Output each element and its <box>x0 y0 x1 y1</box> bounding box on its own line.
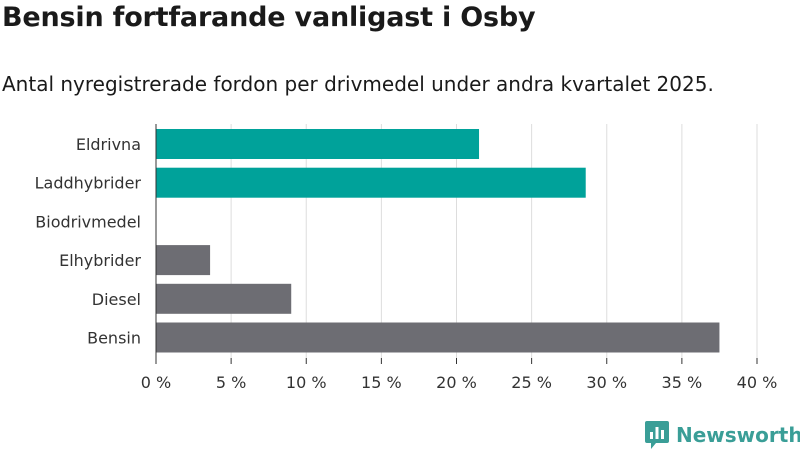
newsworthy-logo: Newsworthy <box>644 420 800 450</box>
x-tick-label: 15 % <box>361 373 402 392</box>
bars <box>156 129 720 353</box>
bar-diesel <box>156 283 292 314</box>
category-label: Biodrivmedel <box>35 212 141 231</box>
x-tick-label: 0 % <box>141 373 171 392</box>
newsworthy-logo-icon <box>645 421 669 449</box>
category-label: Eldrivna <box>76 135 141 154</box>
x-tick-label: 25 % <box>511 373 552 392</box>
bar-eldrivna <box>156 129 480 159</box>
x-tick-label: 35 % <box>662 373 703 392</box>
bar-laddhybrider <box>156 167 586 198</box>
bar-elhybrider <box>156 245 211 276</box>
x-axis: 0 % 5 % 10 % 15 % 20 % 25 % 30 % 35 % 40 % <box>141 124 778 392</box>
x-tick-label: 30 % <box>586 373 627 392</box>
newsworthy-logo-text: Newsworthy <box>676 423 800 447</box>
bar-bensin <box>156 322 720 353</box>
x-tick-label: 20 % <box>436 373 477 392</box>
chart-subtitle: Antal nyregistrerade fordon per drivmede… <box>2 72 714 96</box>
category-label: Elhybrider <box>59 251 141 270</box>
x-tick-label: 10 % <box>286 373 327 392</box>
x-tick-label: 5 % <box>216 373 246 392</box>
category-label: Laddhybrider <box>35 174 142 193</box>
category-label: Bensin <box>87 329 141 348</box>
chart-title: Bensin fortfarande vanligast i Osby <box>2 2 536 33</box>
category-labels: Eldrivna Laddhybrider Biodrivmedel Elhybrid… <box>35 135 142 348</box>
grid-lines <box>230 124 758 358</box>
category-label: Diesel <box>92 290 141 309</box>
x-tick-label: 40 % <box>737 373 778 392</box>
